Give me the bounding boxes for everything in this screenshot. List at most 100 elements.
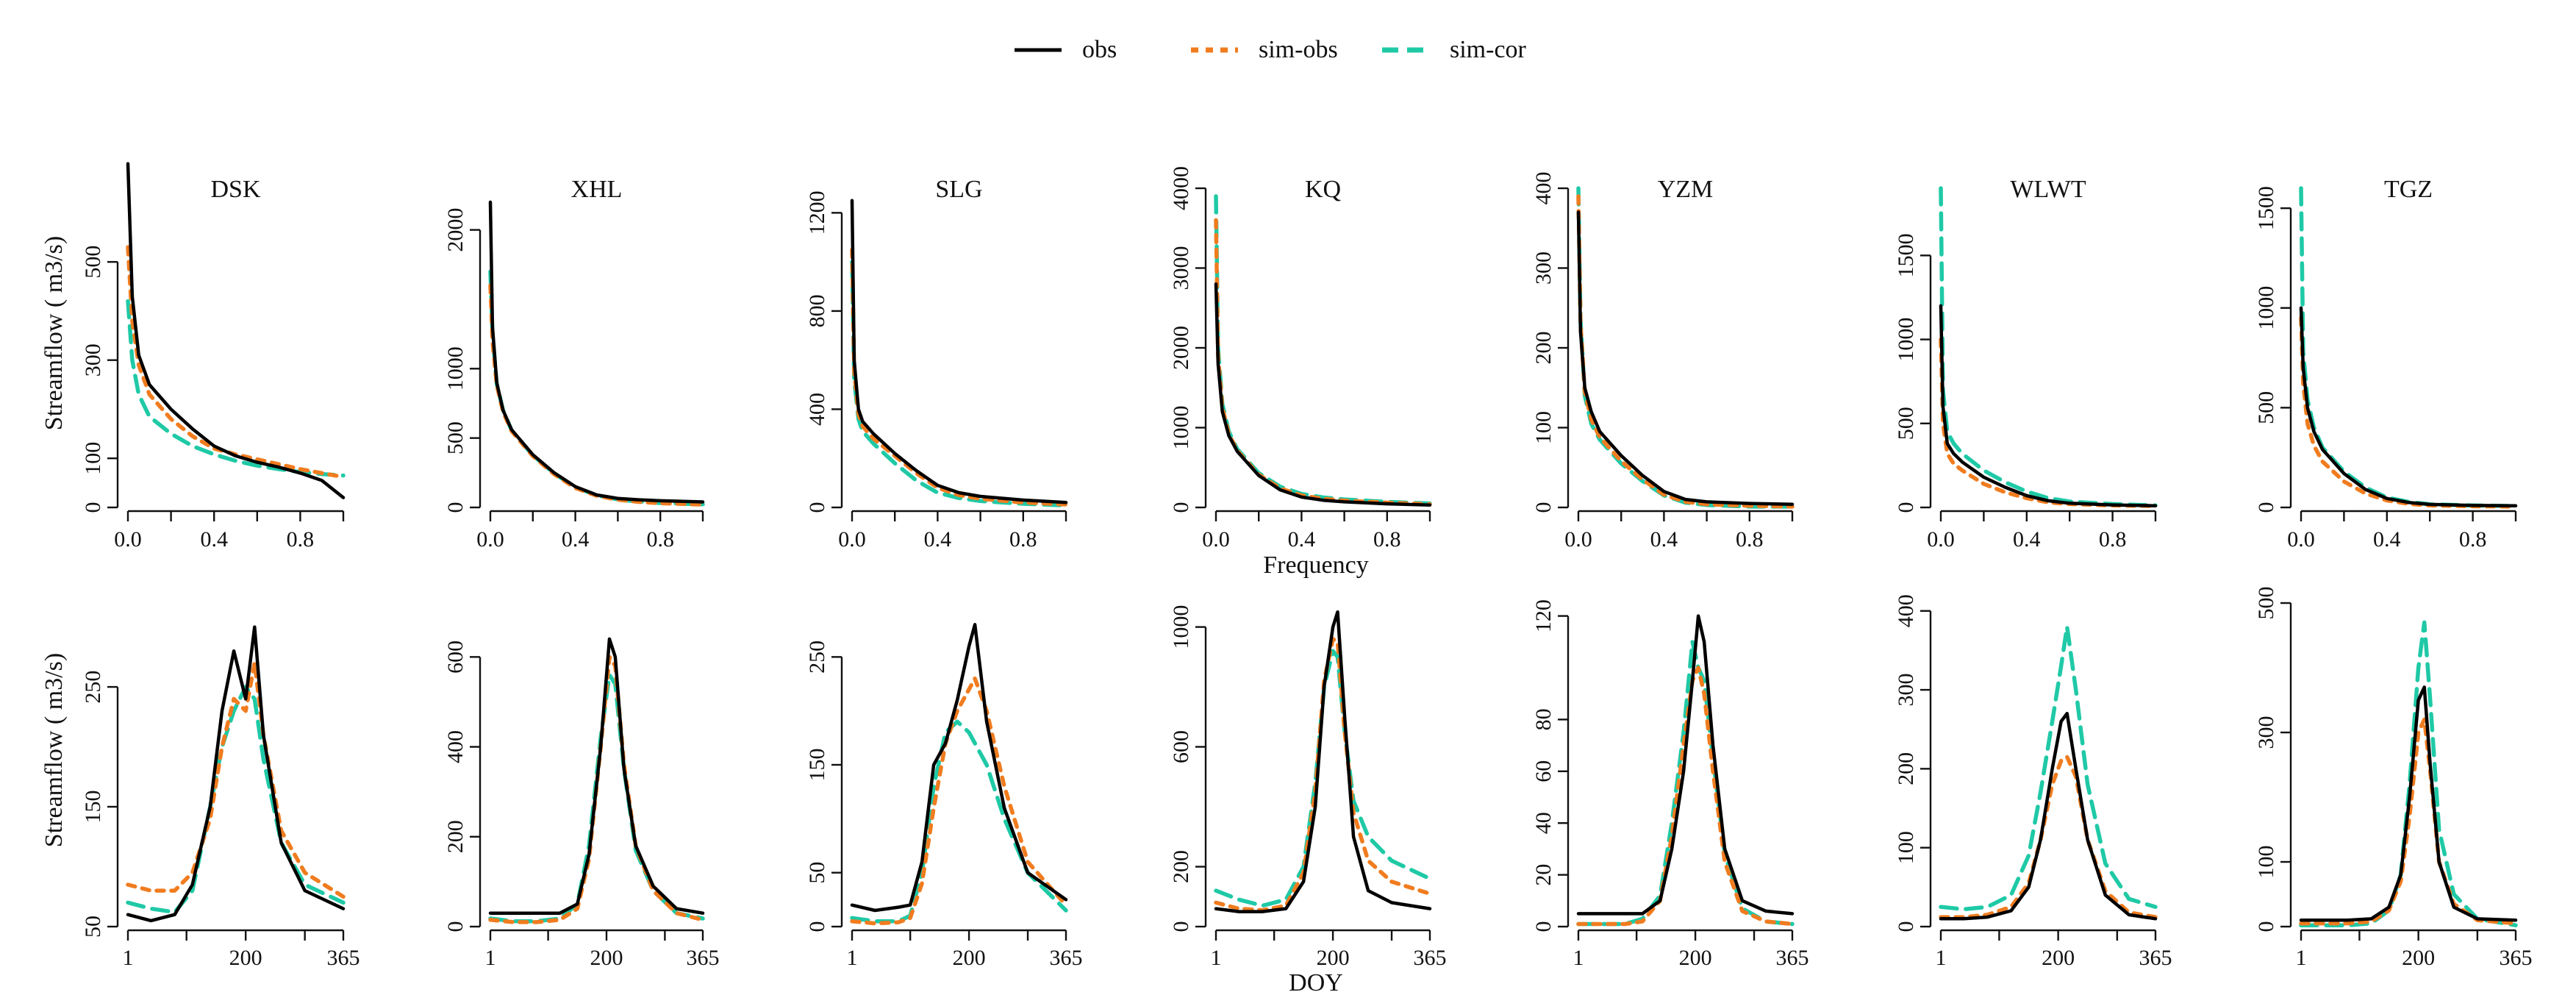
panel-title-kq: KQ (1305, 176, 1341, 203)
x-tick-label-xhl-row1-1: 200 (590, 946, 623, 970)
x-tick-label-wlwt-row1-1: 200 (2042, 946, 2075, 970)
series-obs-yzm-row1 (1576, 614, 1795, 916)
x-tick-label-wlwt-row1-2: 365 (2139, 946, 2172, 970)
x-tick-label-xhl-row1-2: 365 (687, 946, 720, 970)
x-tick-label-yzm-row1-0: 1 (1573, 946, 1584, 970)
series-sim-cor-slg-row0 (850, 260, 1068, 508)
y-tick-label-wlwt-200: 200 (1894, 752, 1918, 785)
series-obs-slg-row0 (850, 199, 1068, 504)
y-tick-label-xhl-200: 200 (443, 820, 468, 853)
x-axis-title-frequency: Frequency (1263, 552, 1369, 579)
y-tick-label-wlwt-1000: 1000 (1894, 318, 1918, 362)
y-tick-label-kq-0: 0 (1169, 921, 1193, 932)
x-tick-label-xhl-row0-1: 0.4 (562, 527, 590, 552)
y-tick-label-xhl-1000: 1000 (443, 346, 468, 390)
legend-item-sim-cor: sim-cor (1382, 36, 1527, 63)
x-tick-label-tgz-row0-0: 0.0 (2287, 527, 2315, 552)
y-tick-label-wlwt-0: 0 (1894, 921, 1918, 932)
panel-kq-row1: 0 200 600 1000 1 200 365 (1169, 605, 1447, 970)
series-sim-cor-tgz-row0 (2299, 186, 2518, 508)
x-tick-label-yzm-row0-2: 0.8 (1736, 527, 1764, 552)
y-tick-label-slg-800: 800 (805, 294, 829, 327)
y-tick-label-kq-200: 200 (1169, 850, 1193, 883)
x-tick-label-kq-row1-1: 200 (1317, 946, 1350, 970)
x-tick-label-tgz-row1-1: 200 (2402, 946, 2435, 970)
x-tick-label-dsk-row1-0: 1 (123, 946, 134, 970)
panel-xhl-row0: XHL 0 500 1000 2000 0.0 0.4 0.8 (443, 176, 705, 552)
series-sim-obs-dsk-row0 (126, 245, 346, 479)
y-tick-label-yzm-300: 300 (1531, 252, 1556, 285)
legend-label-sim-obs: sim-obs (1259, 36, 1338, 63)
y-tick-label-xhl-400: 400 (443, 730, 468, 763)
x-tick-label-wlwt-row0-1: 0.4 (2013, 527, 2041, 552)
y-tick-label-kq-0: 0 (1169, 502, 1193, 513)
y-tick-label-tgz-0: 0 (2254, 921, 2278, 932)
legend-item-obs: obs (1015, 36, 1117, 63)
x-tick-label-kq-row0-2: 0.8 (1373, 527, 1401, 552)
legend: obs sim-obs sim-cor (1015, 36, 1527, 63)
series-obs-tgz-row1 (2299, 685, 2518, 922)
y-tick-label-slg-1200: 1200 (805, 190, 829, 235)
y-tick-label-kq-4000: 4000 (1169, 166, 1193, 210)
panel-dsk-row1: 50 150 250 1 200 365 Streamflow ( m3/s) (40, 625, 360, 970)
y-tick-label-xhl-0: 0 (443, 921, 468, 932)
y-tick-label-yzm-0: 0 (1531, 502, 1556, 513)
y-tick-label-dsk-100: 100 (81, 442, 105, 475)
y-tick-label-kq-1000: 1000 (1169, 605, 1193, 649)
series-sim-cor-tgz-row1 (2299, 620, 2518, 927)
x-tick-label-dsk-row0-1: 0.4 (200, 527, 228, 552)
panel-xhl-row1: 0 200 400 600 1 200 365 (443, 637, 720, 970)
panel-yzm-row1: 0 20 40 60 80 120 1 200 365 (1531, 599, 1809, 970)
x-tick-label-dsk-row0-2: 0.8 (287, 527, 315, 552)
panel-wlwt-row0: WLWT 0 500 1000 1500 0.0 0.4 0.8 (1894, 176, 2158, 552)
y-tick-label-kq-1000: 1000 (1169, 406, 1193, 450)
panel-title-tgz: TGZ (2384, 176, 2433, 203)
series-obs-xhl-row1 (488, 637, 705, 915)
x-axis-title-doy: DOY (1289, 969, 1343, 995)
series-sim-obs-slg-row0 (850, 247, 1068, 507)
y-tick-label-wlwt-100: 100 (1894, 831, 1918, 864)
x-tick-label-kq-row1-0: 1 (1211, 946, 1222, 970)
y-tick-label-kq-2000: 2000 (1169, 326, 1193, 370)
x-tick-label-xhl-row1-0: 1 (485, 946, 496, 970)
y-tick-label-wlwt-500: 500 (1894, 407, 1918, 440)
y-tick-label-slg-250: 250 (805, 641, 829, 674)
y-tick-label-tgz-0: 0 (2254, 502, 2278, 513)
x-tick-label-yzm-row0-1: 0.4 (1650, 527, 1678, 552)
y-tick-label-slg-0: 0 (805, 921, 829, 932)
series-obs-slg-row1 (850, 623, 1068, 913)
y-tick-label-tgz-100: 100 (2254, 846, 2278, 879)
series-sim-cor-wlwt-row0 (1939, 186, 2158, 508)
panel-slg-row1: 0 50 150 250 1 200 365 (805, 623, 1083, 970)
x-tick-label-slg-row0-1: 0.4 (924, 527, 952, 552)
series-obs-xhl-row0 (488, 200, 705, 504)
series-obs-kq-row0 (1214, 282, 1432, 507)
series-sim-obs-slg-row1 (850, 676, 1068, 926)
x-tick-label-slg-row1-0: 1 (847, 946, 858, 970)
y-tick-label-tgz-1500: 1500 (2254, 186, 2278, 230)
y-tick-label-yzm-120: 120 (1531, 599, 1556, 632)
y-tick-label-tgz-1000: 1000 (2254, 286, 2278, 330)
series-sim-obs-dsk-row1 (126, 660, 346, 899)
series-sim-obs-kq-row1 (1214, 637, 1432, 913)
y-tick-label-slg-150: 150 (805, 749, 829, 782)
series-sim-obs-wlwt-row1 (1939, 755, 2158, 919)
legend-item-sim-obs: sim-obs (1191, 36, 1338, 63)
legend-label-sim-cor: sim-cor (1450, 36, 1527, 63)
y-tick-label-yzm-40: 40 (1531, 812, 1556, 834)
panel-yzm-row0: YZM 0 100 200 300 400 0.0 0.4 0.8 (1531, 172, 1795, 552)
series-sim-obs-wlwt-row0 (1939, 337, 2158, 508)
y-tick-label-yzm-80: 80 (1531, 708, 1556, 730)
x-tick-label-dsk-row1-2: 365 (327, 946, 360, 970)
series-sim-cor-yzm-row0 (1576, 186, 1795, 509)
panel-title-yzm: YZM (1658, 176, 1714, 203)
x-tick-label-xhl-row0-2: 0.8 (646, 527, 674, 552)
series-obs-wlwt-row1 (1939, 711, 2158, 921)
x-tick-label-tgz-row1-2: 365 (2500, 946, 2533, 970)
y-tick-label-xhl-2000: 2000 (443, 208, 468, 252)
x-tick-label-tgz-row0-1: 0.4 (2373, 527, 2401, 552)
panel-slg-row0: SLG 0 400 800 1200 0.0 0.4 0.8 (805, 176, 1068, 552)
x-tick-label-yzm-row0-0: 0.0 (1564, 527, 1592, 552)
x-tick-label-tgz-row1-0: 1 (2296, 946, 2307, 970)
